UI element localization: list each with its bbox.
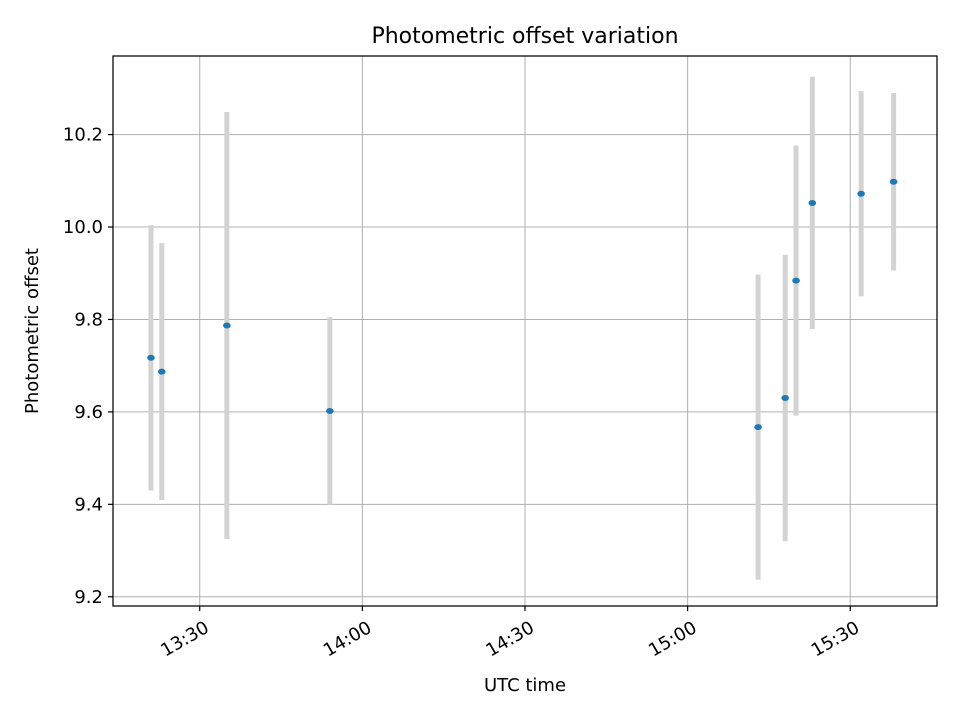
y-tick-label: 10.2 <box>63 125 103 146</box>
y-tick-label: 9.8 <box>74 309 103 330</box>
data-points <box>147 178 898 431</box>
y-axis: 9.2 9.4 9.6 9.8 10.0 10.2 <box>63 125 113 608</box>
y-tick-label: 9.6 <box>74 402 103 423</box>
data-point <box>223 322 231 329</box>
data-point <box>754 424 762 431</box>
data-point <box>781 395 790 402</box>
data-point <box>889 178 898 185</box>
data-point <box>147 354 155 361</box>
chart-title: Photometric offset variation <box>371 24 678 49</box>
y-axis-label: Photometric offset <box>22 248 43 414</box>
data-point <box>792 277 800 284</box>
data-point <box>808 199 817 206</box>
y-tick-label: 10.0 <box>63 217 103 238</box>
y-tick-label: 9.2 <box>74 587 103 608</box>
data-point <box>157 368 166 375</box>
data-point <box>326 407 334 414</box>
x-axis-label: UTC time <box>484 675 566 696</box>
data-point <box>857 190 865 197</box>
grid <box>113 56 937 606</box>
y-tick-label: 9.4 <box>74 494 103 515</box>
